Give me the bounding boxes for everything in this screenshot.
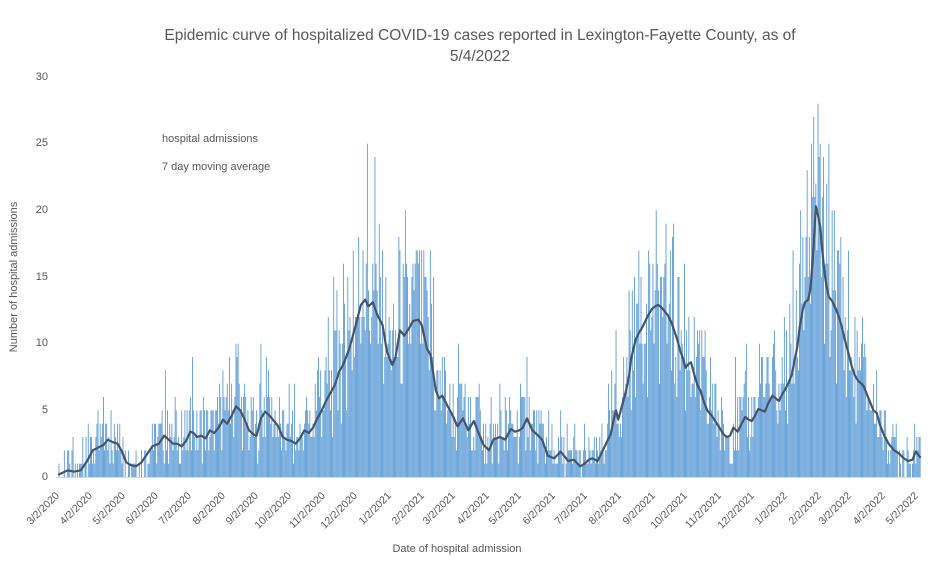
- y-tick-label: 15: [35, 270, 48, 283]
- y-tick-label: 0: [41, 470, 48, 483]
- legend-label: hospital admissions: [162, 133, 258, 145]
- y-tick-label: 10: [35, 337, 48, 350]
- x-axis-title: Date of hospital admission: [392, 543, 522, 555]
- y-tick-label: 5: [41, 403, 48, 416]
- legend: hospital admissions 7 day moving average: [131, 130, 270, 186]
- line-swatch-icon: [131, 166, 158, 169]
- chart-title-line2: 5/4/2022: [449, 48, 511, 65]
- y-tick-label: 30: [35, 70, 48, 83]
- legend-label: 7 day moving average: [162, 161, 271, 173]
- legend-item-hospital-admissions: hospital admissions: [131, 130, 270, 148]
- y-tick-label: 25: [35, 137, 48, 150]
- chart-title-line1: Epidemic curve of hospitalized COVID-19 …: [164, 27, 796, 44]
- chart-title: Epidemic curve of hospitalized COVID-19 …: [85, 25, 875, 67]
- legend-item-moving-average: 7 day moving average: [131, 158, 270, 176]
- bar-swatch-icon: [131, 135, 158, 143]
- y-tick-label: 20: [35, 203, 48, 216]
